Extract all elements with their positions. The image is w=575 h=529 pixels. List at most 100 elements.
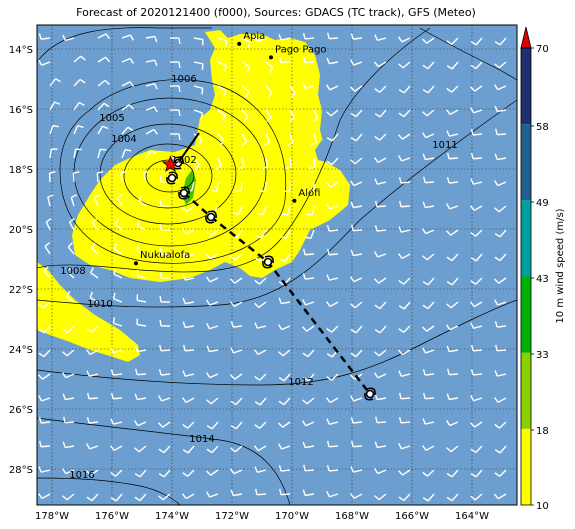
wind-barb (113, 243, 123, 255)
wind-barb (238, 157, 245, 170)
wind-barb (116, 193, 123, 207)
wind-barb (86, 443, 99, 450)
wind-barb (232, 205, 243, 215)
wind-barb (374, 34, 387, 41)
wind-barb (259, 181, 267, 193)
wind-barb (446, 345, 459, 353)
colorbar-tick-label: 49 (536, 198, 549, 209)
wind-barb (326, 464, 339, 472)
wind-barb (302, 489, 315, 497)
wind-barb (73, 148, 82, 159)
wind-barb (374, 441, 387, 449)
wind-barb (206, 229, 219, 237)
city-label: Apia (243, 31, 265, 42)
wind-barb (241, 133, 248, 147)
wind-barb (398, 493, 411, 502)
wind-barb (302, 32, 315, 40)
wind-barb (422, 301, 435, 310)
wind-barb (170, 85, 181, 93)
wind-barb (494, 445, 507, 454)
wind-barb (230, 421, 243, 430)
colorbar: 10 18 33 43 49 58 70 10 m wind speed (m/s) (520, 26, 566, 512)
wind-barb (326, 203, 339, 210)
wind-barb (470, 344, 483, 352)
wind-barb (97, 125, 109, 135)
wind-barb (230, 397, 243, 406)
lon-tick-label: 178°W (35, 511, 69, 522)
wind-barb (158, 369, 171, 376)
wind-barb (470, 37, 483, 46)
wind-barb (182, 205, 195, 213)
lat-tick-label: 14°S (9, 45, 33, 56)
wind-barb (181, 397, 195, 404)
wind-barb (254, 466, 267, 473)
wind-barb (159, 223, 170, 231)
wind-barb (493, 493, 507, 500)
wind-barb (181, 228, 195, 235)
cyclone-symbol (364, 387, 376, 401)
wind-barb (182, 321, 195, 329)
wind-barb (326, 373, 339, 381)
wind-barb (350, 466, 363, 473)
wind-barb (278, 443, 291, 450)
wind-barb (38, 466, 51, 473)
wind-barb (494, 153, 507, 161)
wind-barb (62, 325, 75, 334)
wind-barb (87, 392, 99, 400)
wind-barb (470, 107, 483, 114)
wind-barb (264, 133, 271, 147)
wind-barb (326, 418, 339, 425)
wind-barb (350, 59, 363, 66)
wind-barb (446, 229, 459, 236)
wind-barb (159, 319, 170, 327)
wind-barb (134, 345, 147, 353)
wind-barb (206, 491, 219, 498)
wind-barb (350, 157, 363, 165)
city-dot (237, 41, 242, 46)
wind-barb (495, 344, 507, 352)
wind-barb (279, 488, 291, 496)
wind-barb (326, 274, 339, 281)
wind-barb (278, 349, 291, 357)
wind-barb (445, 109, 459, 116)
wind-barb (136, 318, 147, 327)
colorbar-frame (520, 47, 532, 506)
wind-barb (97, 148, 107, 159)
wind-barb (446, 493, 459, 502)
wind-barb (62, 349, 75, 357)
wind-barb (97, 56, 111, 63)
wind-barb (61, 468, 75, 475)
wind-barb (373, 372, 387, 379)
wind-barb (145, 150, 157, 159)
wind-barb (326, 325, 339, 333)
wind-barb (159, 271, 170, 279)
wind-barb (121, 104, 134, 111)
wind-barb (421, 445, 435, 451)
lat-tick-label: 24°S (9, 345, 33, 356)
wind-speed-area-south (37, 262, 140, 362)
wind-barb (301, 420, 315, 427)
wind-barb (230, 373, 243, 380)
wind-barb (494, 421, 507, 429)
wind-barb (257, 205, 267, 216)
wind-barb (326, 133, 339, 142)
wind-barb (326, 157, 339, 166)
wind-barb (447, 368, 459, 376)
wind-barb (398, 85, 411, 94)
wind-barb (110, 347, 123, 354)
wind-barb (423, 176, 435, 184)
wind-barb (422, 369, 435, 376)
wind-barb (470, 322, 483, 329)
wind-barb (241, 109, 249, 122)
wind-barb (446, 277, 459, 286)
wind-barb (48, 171, 56, 183)
wind-barb (193, 61, 204, 70)
wind-barb (375, 416, 387, 424)
wind-barb (422, 109, 435, 117)
current-position-star (161, 155, 180, 172)
wind-barb (68, 217, 75, 231)
wind-barb (86, 370, 99, 377)
colorbar-segment (521, 352, 531, 429)
wind-barb (215, 157, 222, 170)
